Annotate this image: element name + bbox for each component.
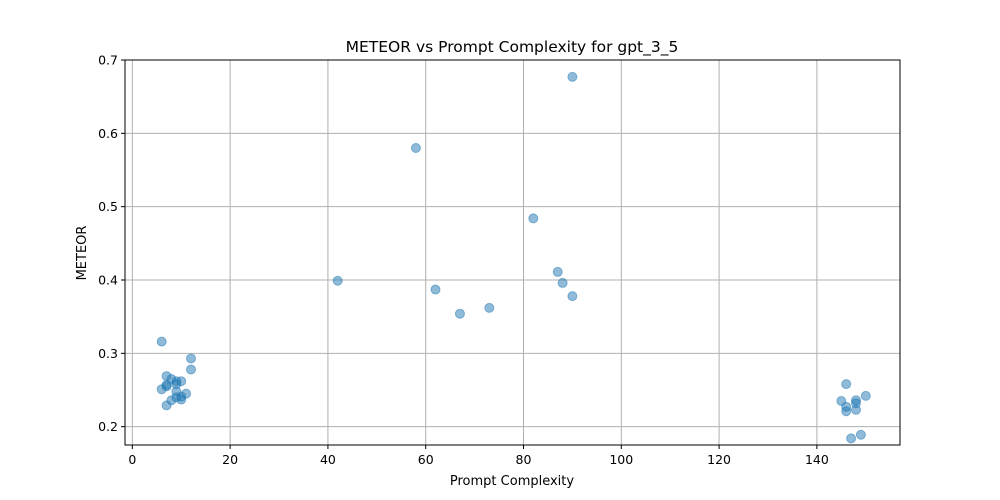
data-point — [186, 353, 197, 364]
plot-frame — [124, 59, 901, 446]
data-point — [846, 433, 857, 444]
data-point — [332, 275, 343, 286]
chart-title: METEOR vs Prompt Complexity for gpt_3_5 — [346, 38, 679, 57]
data-point — [181, 388, 192, 399]
data-points — [156, 71, 871, 444]
data-point — [841, 379, 852, 390]
data-point — [186, 364, 197, 375]
data-point — [557, 277, 568, 288]
data-point — [528, 213, 539, 224]
x-tick-label: 80 — [516, 452, 532, 467]
y-tick-label: 0.3 — [98, 346, 118, 361]
x-tick-label: 120 — [707, 452, 731, 467]
x-tick-label: 0 — [128, 452, 136, 467]
x-axis-ticks: 0 20 40 60 80 100 120 140 — [128, 445, 829, 467]
x-tick-label: 20 — [222, 452, 238, 467]
x-tick-label: 60 — [418, 452, 434, 467]
data-point — [552, 266, 563, 277]
data-point — [567, 71, 578, 82]
data-point — [454, 308, 465, 319]
y-tick-label: 0.4 — [98, 273, 118, 288]
data-point — [567, 291, 578, 302]
y-tick-label: 0.5 — [98, 199, 118, 214]
data-point — [841, 406, 852, 417]
data-point — [484, 302, 495, 313]
y-tick-label: 0.2 — [98, 419, 118, 434]
x-tick-label: 140 — [805, 452, 829, 467]
data-point — [860, 390, 871, 401]
x-tick-label: 100 — [609, 452, 633, 467]
y-axis-ticks: 0.2 0.3 0.4 0.5 0.6 0.7 — [98, 53, 125, 434]
y-tick-label: 0.6 — [98, 126, 118, 141]
data-point — [855, 429, 866, 440]
data-point — [430, 284, 441, 295]
y-axis-label: METEOR — [75, 226, 90, 281]
data-point — [850, 404, 861, 415]
data-point — [410, 143, 421, 153]
data-point — [161, 381, 172, 392]
x-tick-label: 40 — [320, 452, 336, 467]
x-axis-label: Prompt Complexity — [450, 474, 574, 489]
y-tick-label: 0.7 — [98, 53, 118, 68]
data-point — [156, 336, 167, 347]
data-point — [176, 376, 187, 387]
